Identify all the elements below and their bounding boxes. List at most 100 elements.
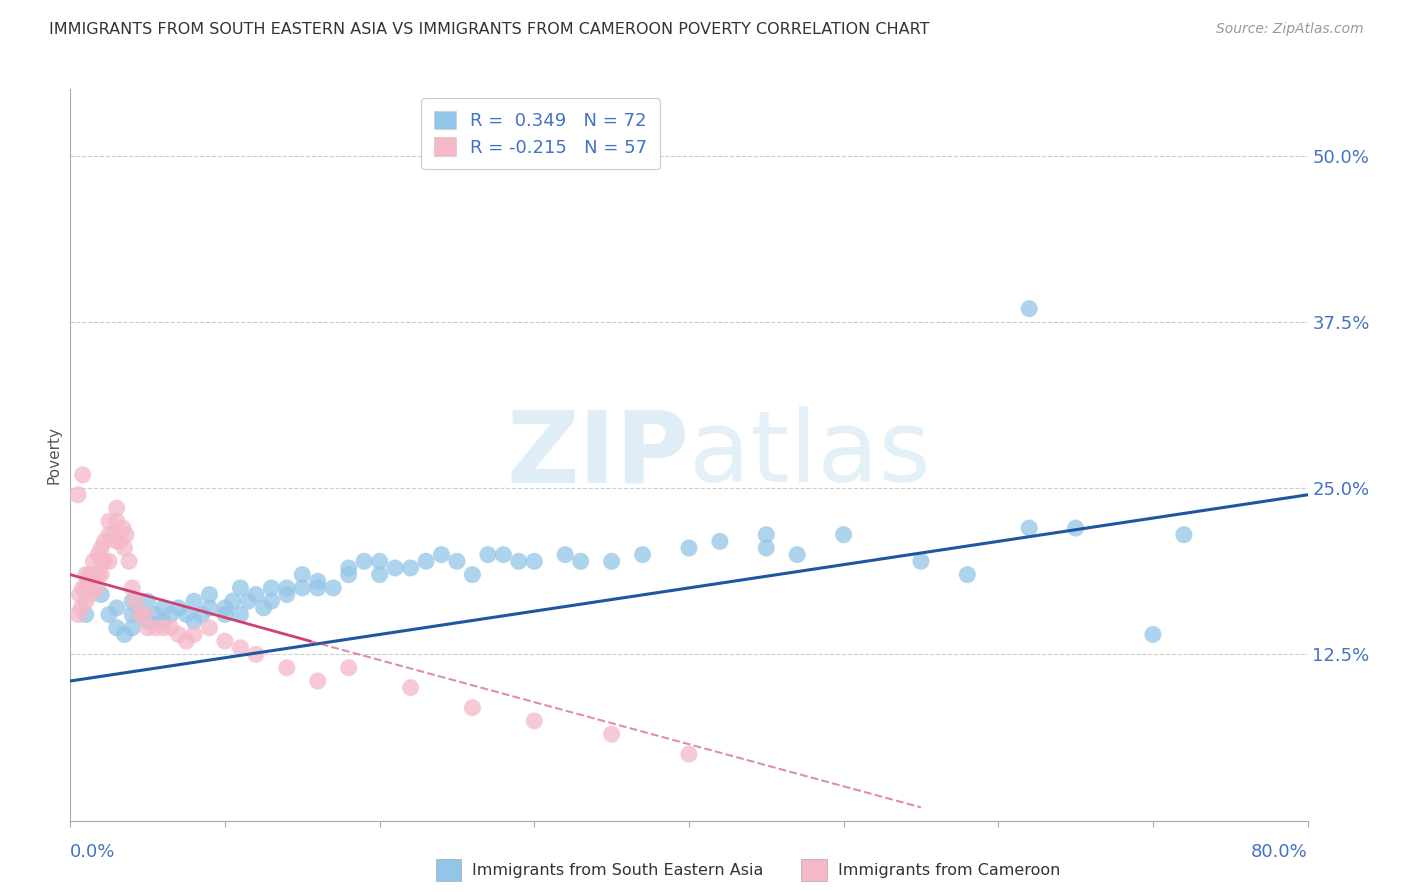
Point: [569, 554, 592, 568]
Point: [121, 621, 143, 635]
Point: [79, 588, 101, 602]
Point: [69, 588, 91, 602]
Point: [755, 527, 778, 541]
Point: [77, 567, 100, 582]
Point: [353, 554, 375, 568]
Point: [114, 627, 135, 641]
Point: [75, 581, 97, 595]
Point: [108, 534, 131, 549]
Point: [136, 621, 159, 635]
Point: [183, 614, 205, 628]
Point: [1173, 527, 1195, 541]
Point: [82, 567, 105, 582]
Point: [82, 554, 105, 568]
Point: [229, 607, 252, 622]
Point: [152, 614, 174, 628]
Point: [152, 621, 174, 635]
Point: [523, 554, 546, 568]
Point: [75, 594, 97, 608]
Point: [238, 594, 260, 608]
Point: [399, 561, 422, 575]
Point: [956, 567, 979, 582]
Text: 80.0%: 80.0%: [1251, 843, 1308, 861]
Point: [786, 548, 808, 562]
Point: [337, 661, 360, 675]
Point: [229, 581, 252, 595]
Point: [105, 534, 128, 549]
Point: [72, 581, 94, 595]
Point: [368, 554, 391, 568]
Point: [678, 747, 700, 761]
Point: [86, 581, 108, 595]
Point: [910, 554, 932, 568]
Point: [337, 567, 360, 582]
Point: [134, 607, 156, 622]
Point: [384, 561, 406, 575]
Text: Immigrants from Cameroon: Immigrants from Cameroon: [838, 863, 1060, 878]
Point: [245, 588, 267, 602]
Point: [111, 521, 134, 535]
Point: [477, 548, 499, 562]
Point: [755, 541, 778, 555]
Point: [709, 534, 731, 549]
Point: [98, 515, 120, 529]
Point: [129, 607, 152, 622]
Text: Source: ZipAtlas.com: Source: ZipAtlas.com: [1216, 22, 1364, 37]
Point: [121, 594, 143, 608]
Point: [105, 515, 128, 529]
Point: [87, 548, 110, 562]
Point: [105, 501, 128, 516]
Point: [832, 527, 855, 541]
Point: [229, 640, 252, 655]
Point: [600, 727, 623, 741]
Point: [114, 541, 135, 555]
Point: [90, 541, 112, 555]
Point: [461, 567, 484, 582]
Y-axis label: Poverty: Poverty: [46, 425, 62, 484]
Point: [129, 607, 152, 622]
Point: [307, 574, 329, 589]
Point: [87, 567, 110, 582]
Point: [160, 607, 183, 622]
Point: [461, 700, 484, 714]
Point: [145, 607, 166, 622]
Point: [430, 548, 453, 562]
Point: [198, 588, 221, 602]
Point: [121, 607, 143, 622]
Point: [118, 554, 141, 568]
Point: [492, 548, 515, 562]
Text: 0.0%: 0.0%: [70, 843, 115, 861]
Point: [291, 567, 314, 582]
Point: [307, 581, 329, 595]
Point: [90, 554, 112, 568]
Text: ZIP: ZIP: [506, 407, 689, 503]
Point: [307, 673, 329, 688]
Point: [183, 594, 205, 608]
Point: [84, 567, 107, 582]
Legend: R =  0.349   N = 72, R = -0.215   N = 57: R = 0.349 N = 72, R = -0.215 N = 57: [422, 98, 659, 169]
Point: [145, 621, 166, 635]
Point: [253, 600, 276, 615]
Point: [198, 600, 221, 615]
Point: [368, 567, 391, 582]
Point: [75, 607, 97, 622]
Point: [167, 627, 190, 641]
Point: [174, 634, 197, 648]
Point: [70, 600, 93, 615]
Point: [1064, 521, 1087, 535]
Point: [523, 714, 546, 728]
Point: [98, 554, 120, 568]
Point: [152, 600, 174, 615]
Point: [136, 614, 159, 628]
Point: [1018, 301, 1040, 316]
Point: [245, 648, 267, 662]
Point: [600, 554, 623, 568]
Point: [631, 548, 654, 562]
Point: [98, 527, 120, 541]
Point: [214, 600, 236, 615]
Point: [105, 600, 128, 615]
Point: [260, 594, 283, 608]
Point: [291, 581, 314, 595]
Point: [260, 581, 283, 595]
Point: [67, 607, 90, 622]
